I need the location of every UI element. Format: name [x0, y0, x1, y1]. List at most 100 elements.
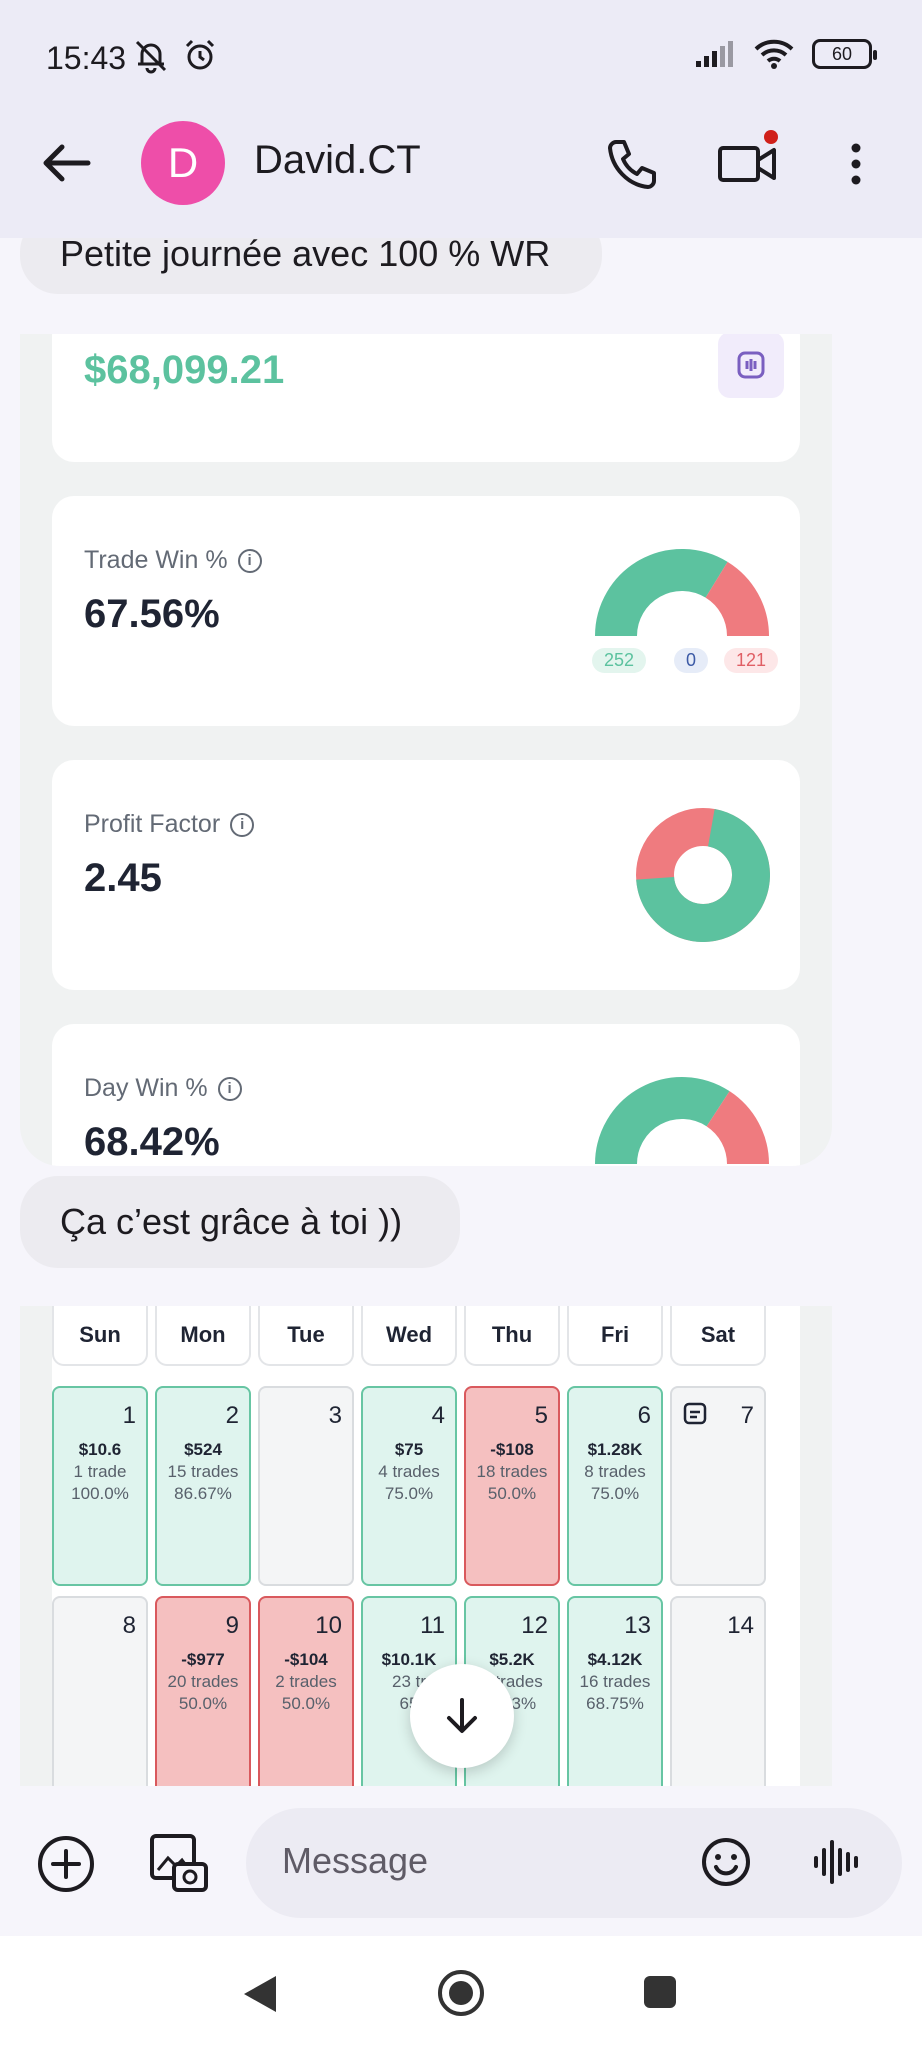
calendar-day: 14 [670, 1596, 766, 1786]
back-arrow-icon[interactable] [38, 138, 94, 188]
emoji-icon[interactable] [700, 1836, 752, 1888]
day-win-rate: 100.0% [71, 1484, 129, 1503]
day-win-rate: 68.75% [586, 1694, 644, 1713]
calendar-day: 8 [52, 1596, 148, 1786]
day-win-rate: 75.0% [384, 1484, 434, 1503]
info-icon: i [237, 548, 262, 573]
profit-factor-card: Profit Factor i 2.45 [52, 760, 800, 990]
day-number: 2 [225, 1402, 239, 1429]
notification-dot [764, 130, 778, 144]
day-win-rate: 50.0% [281, 1694, 331, 1713]
day-trades: 1 trade [73, 1462, 127, 1481]
weekday-header: Mon [155, 1306, 251, 1366]
profit-factor-label-text: Profit Factor [84, 810, 221, 838]
day-pnl: $1.28K [587, 1440, 643, 1459]
day-win-rate: 50.0% [487, 1484, 537, 1503]
trade-win-label: Trade Win % i [84, 546, 262, 575]
day-number: 8 [122, 1612, 136, 1639]
day-number: 13 [624, 1612, 651, 1639]
day-trades: 4 trades [378, 1462, 440, 1481]
bell-off-icon [135, 40, 167, 74]
net-pnl-card: $68,099.21 [52, 334, 800, 462]
day-win-gauge [595, 1077, 769, 1164]
contact-name[interactable]: David.CT [254, 138, 421, 182]
trade-win-gauge [595, 549, 769, 636]
status-icons-left [132, 38, 218, 74]
day-trades: 20 trades [167, 1672, 239, 1691]
message-bubble[interactable]: Ça c’est grâce à toi )) [20, 1176, 460, 1268]
shared-image-stats[interactable]: $68,099.21 Trade Win % i 67.56% 252 0 12… [20, 334, 832, 1166]
calendar-day: 7 [670, 1386, 766, 1586]
weekday-header: Fri [567, 1306, 663, 1366]
day-trades: 8 trades [584, 1462, 646, 1481]
weekday-header: Wed [361, 1306, 457, 1366]
day-pnl: $10.1K [381, 1650, 437, 1669]
day-win-value: 68.42% [84, 1120, 220, 1164]
breakeven-count: 0 [674, 648, 709, 673]
day-pnl: $4.12K [587, 1650, 643, 1669]
calendar-day: 6 $1.28K 8 trades 75.0% [567, 1386, 663, 1586]
nav-back-icon[interactable] [240, 1972, 280, 2016]
wins-count: 252 [592, 648, 647, 673]
message-placeholder: Message [282, 1840, 429, 1881]
day-win-rate: 86.67% [174, 1484, 232, 1503]
scroll-to-bottom-button[interactable] [410, 1664, 514, 1768]
day-trades: 18 trades [476, 1462, 548, 1481]
gauge-loss-arc [705, 1091, 769, 1164]
day-number: 9 [225, 1612, 239, 1639]
nav-home-icon[interactable] [436, 1968, 486, 2018]
phone-icon[interactable] [604, 136, 660, 192]
gallery-camera-icon[interactable] [148, 1832, 210, 1894]
calendar-day: 5 -$108 18 trades 50.0% [464, 1386, 560, 1586]
calendar-day: 2 $524 15 trades 86.67% [155, 1386, 251, 1586]
day-trades: 2 trades [275, 1672, 337, 1691]
battery-indicator: 60 [812, 39, 877, 69]
status-icons-right: 60 [694, 38, 877, 70]
voice-message-icon[interactable] [812, 1836, 860, 1888]
weekday-header: Tue [258, 1306, 354, 1366]
day-win-label: Day Win % i [84, 1074, 242, 1103]
profit-factor-donut [636, 808, 770, 942]
day-pnl: $10.6 [78, 1440, 122, 1459]
message-text: Ça c’est grâce à toi )) [60, 1201, 403, 1242]
wifi-icon [754, 39, 794, 69]
day-number: 12 [521, 1612, 548, 1639]
gauge-loss-arc [704, 561, 769, 636]
calendar-note-icon [683, 1402, 707, 1425]
gauge-win-arc [595, 549, 728, 636]
day-pnl: -$108 [490, 1440, 534, 1459]
trade-win-value: 67.56% [84, 592, 220, 636]
day-number: 5 [534, 1402, 548, 1429]
video-call-icon[interactable] [716, 136, 780, 192]
day-win-label-text: Day Win % [84, 1074, 208, 1102]
day-number: 14 [727, 1612, 754, 1639]
message-input[interactable] [246, 1808, 902, 1918]
day-number: 1 [122, 1402, 136, 1429]
nav-recents-icon[interactable] [642, 1974, 678, 2010]
day-number: 4 [431, 1402, 445, 1429]
gauge-win-arc [595, 1077, 730, 1164]
day-trades: 23 tr [391, 1672, 427, 1691]
chart-toggle-icon [718, 334, 784, 398]
profit-factor-label: Profit Factor i [84, 810, 255, 839]
info-icon: i [217, 1076, 242, 1101]
trade-win-label-text: Trade Win % [84, 546, 228, 574]
day-win-card: Day Win % i 68.42% [52, 1024, 800, 1166]
weekday-header: Sun [52, 1306, 148, 1366]
arrow-down-icon [447, 1698, 477, 1733]
calendar-day: 1 $10.6 1 trade 100.0% [52, 1386, 148, 1586]
day-number: 11 [420, 1612, 445, 1639]
add-attachment-icon[interactable] [36, 1834, 96, 1894]
day-pnl: $5.2K [489, 1650, 535, 1669]
net-pnl-value: $68,099.21 [84, 348, 285, 392]
info-icon: i [230, 812, 255, 837]
day-number: 10 [315, 1612, 342, 1639]
message-text: Petite journée avec 100 % WR [60, 233, 551, 274]
weekday-header: Sat [670, 1306, 766, 1366]
more-options-icon[interactable] [836, 136, 876, 192]
calendar-day: 3 [258, 1386, 354, 1586]
trade-win-card: Trade Win % i 67.56% 252 0 121 [52, 496, 800, 726]
calendar-day: 10 -$104 2 trades 50.0% [258, 1596, 354, 1786]
avatar[interactable]: D [141, 121, 225, 205]
calendar-day: 13 $4.12K 16 trades 68.75% [567, 1596, 663, 1786]
